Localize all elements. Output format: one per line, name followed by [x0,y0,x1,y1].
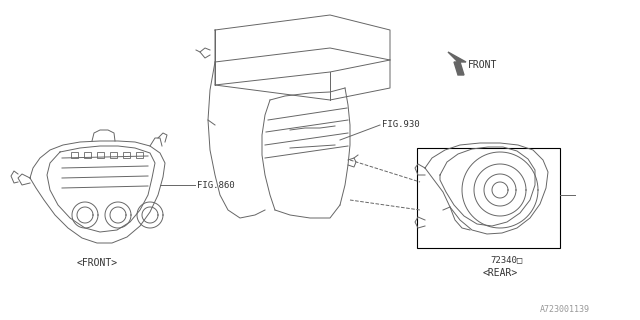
Text: <REAR>: <REAR> [483,268,518,278]
Bar [110,152,117,158]
Bar [136,152,143,158]
Bar [84,152,91,158]
Bar [417,148,560,248]
Bar [123,152,130,158]
Polygon shape [448,52,466,75]
Text: FIG.860: FIG.860 [197,180,235,189]
Text: A723001139: A723001139 [540,305,590,314]
Text: FRONT: FRONT [468,60,497,70]
Bar [97,152,104,158]
Bar [71,152,78,158]
Text: 72340□: 72340□ [490,255,522,264]
Text: FIG.930: FIG.930 [382,119,420,129]
Text: <FRONT>: <FRONT> [76,258,118,268]
